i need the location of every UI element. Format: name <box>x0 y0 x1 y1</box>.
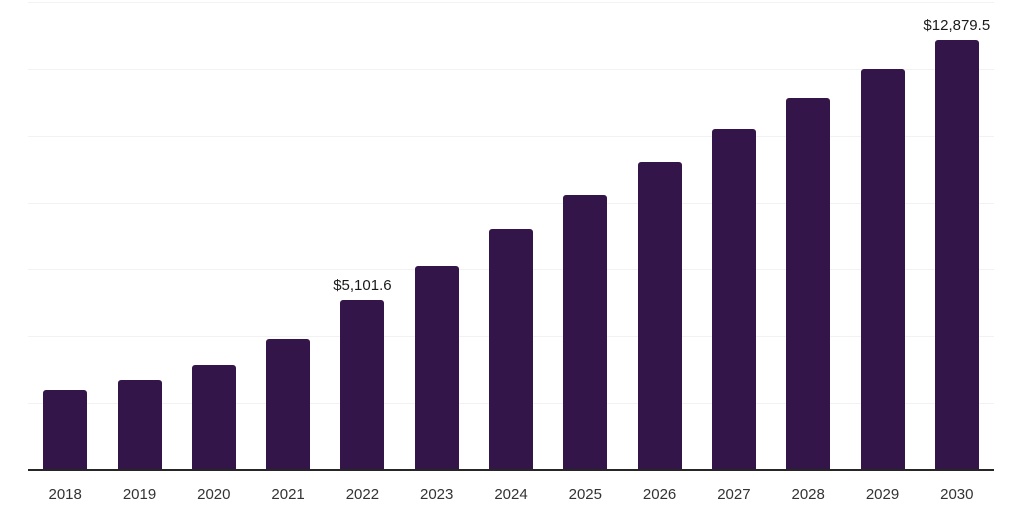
bar-2029 <box>860 68 905 470</box>
bar-2027 <box>711 129 756 470</box>
bar-2020 <box>191 364 236 470</box>
bar-2018 <box>43 389 88 470</box>
x-tick-label-2026: 2026 <box>642 486 677 503</box>
bar-2022 <box>340 299 385 470</box>
x-tick-label-2018: 2018 <box>48 486 82 503</box>
x-tick-label-2030: 2030 <box>940 486 974 503</box>
x-tick-label-2019: 2019 <box>122 486 157 503</box>
x-tick-label-2029: 2029 <box>865 486 900 503</box>
x-tick-label-2022: 2022 <box>345 486 380 503</box>
gridline-10000 <box>28 135 994 137</box>
bar-2021 <box>266 338 311 470</box>
bar-2024 <box>489 229 533 470</box>
bar-2028 <box>786 97 831 470</box>
x-tick-label-2023: 2023 <box>420 486 454 503</box>
x-tick-label-2021: 2021 <box>271 486 305 503</box>
bar-2023 <box>414 266 459 470</box>
bar-2026 <box>637 161 682 470</box>
data-label-2030: $12,879.5 <box>923 16 991 34</box>
x-tick-label-2025: 2025 <box>568 486 602 503</box>
data-label-2022: $5,101.6 <box>333 276 392 294</box>
x-axis-line <box>28 469 994 471</box>
bar-2030 <box>934 39 979 470</box>
x-tick-label-2028: 2028 <box>791 486 825 503</box>
gridline-12000 <box>28 68 994 70</box>
x-tick-label-2027: 2027 <box>717 486 751 503</box>
gridline-8000 <box>28 202 994 204</box>
gridline-14000 <box>28 2 994 3</box>
x-tick-label-2020: 2020 <box>197 486 231 503</box>
bar-2019 <box>117 380 162 470</box>
x-tick-label-2024: 2024 <box>494 486 528 503</box>
bar-2025 <box>563 195 608 470</box>
